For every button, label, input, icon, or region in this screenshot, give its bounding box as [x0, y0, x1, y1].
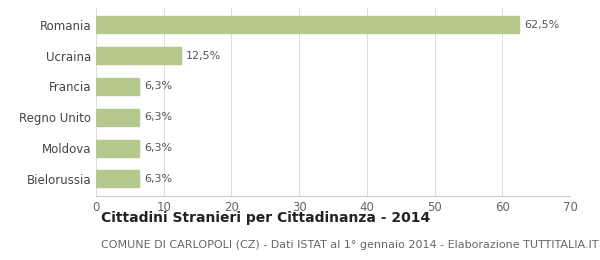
Bar — [96, 78, 139, 95]
Bar — [96, 171, 139, 187]
Bar — [96, 109, 139, 126]
Text: 6,3%: 6,3% — [144, 143, 172, 153]
Text: 6,3%: 6,3% — [144, 81, 172, 92]
Bar — [96, 16, 519, 33]
Bar — [96, 47, 181, 64]
Text: 6,3%: 6,3% — [144, 112, 172, 122]
Text: Cittadini Stranieri per Cittadinanza - 2014: Cittadini Stranieri per Cittadinanza - 2… — [101, 211, 430, 225]
Bar — [96, 140, 139, 157]
Text: 12,5%: 12,5% — [186, 51, 221, 61]
Text: 62,5%: 62,5% — [524, 20, 560, 30]
Text: 6,3%: 6,3% — [144, 174, 172, 184]
Text: COMUNE DI CARLOPOLI (CZ) - Dati ISTAT al 1° gennaio 2014 - Elaborazione TUTTITAL: COMUNE DI CARLOPOLI (CZ) - Dati ISTAT al… — [101, 240, 598, 250]
